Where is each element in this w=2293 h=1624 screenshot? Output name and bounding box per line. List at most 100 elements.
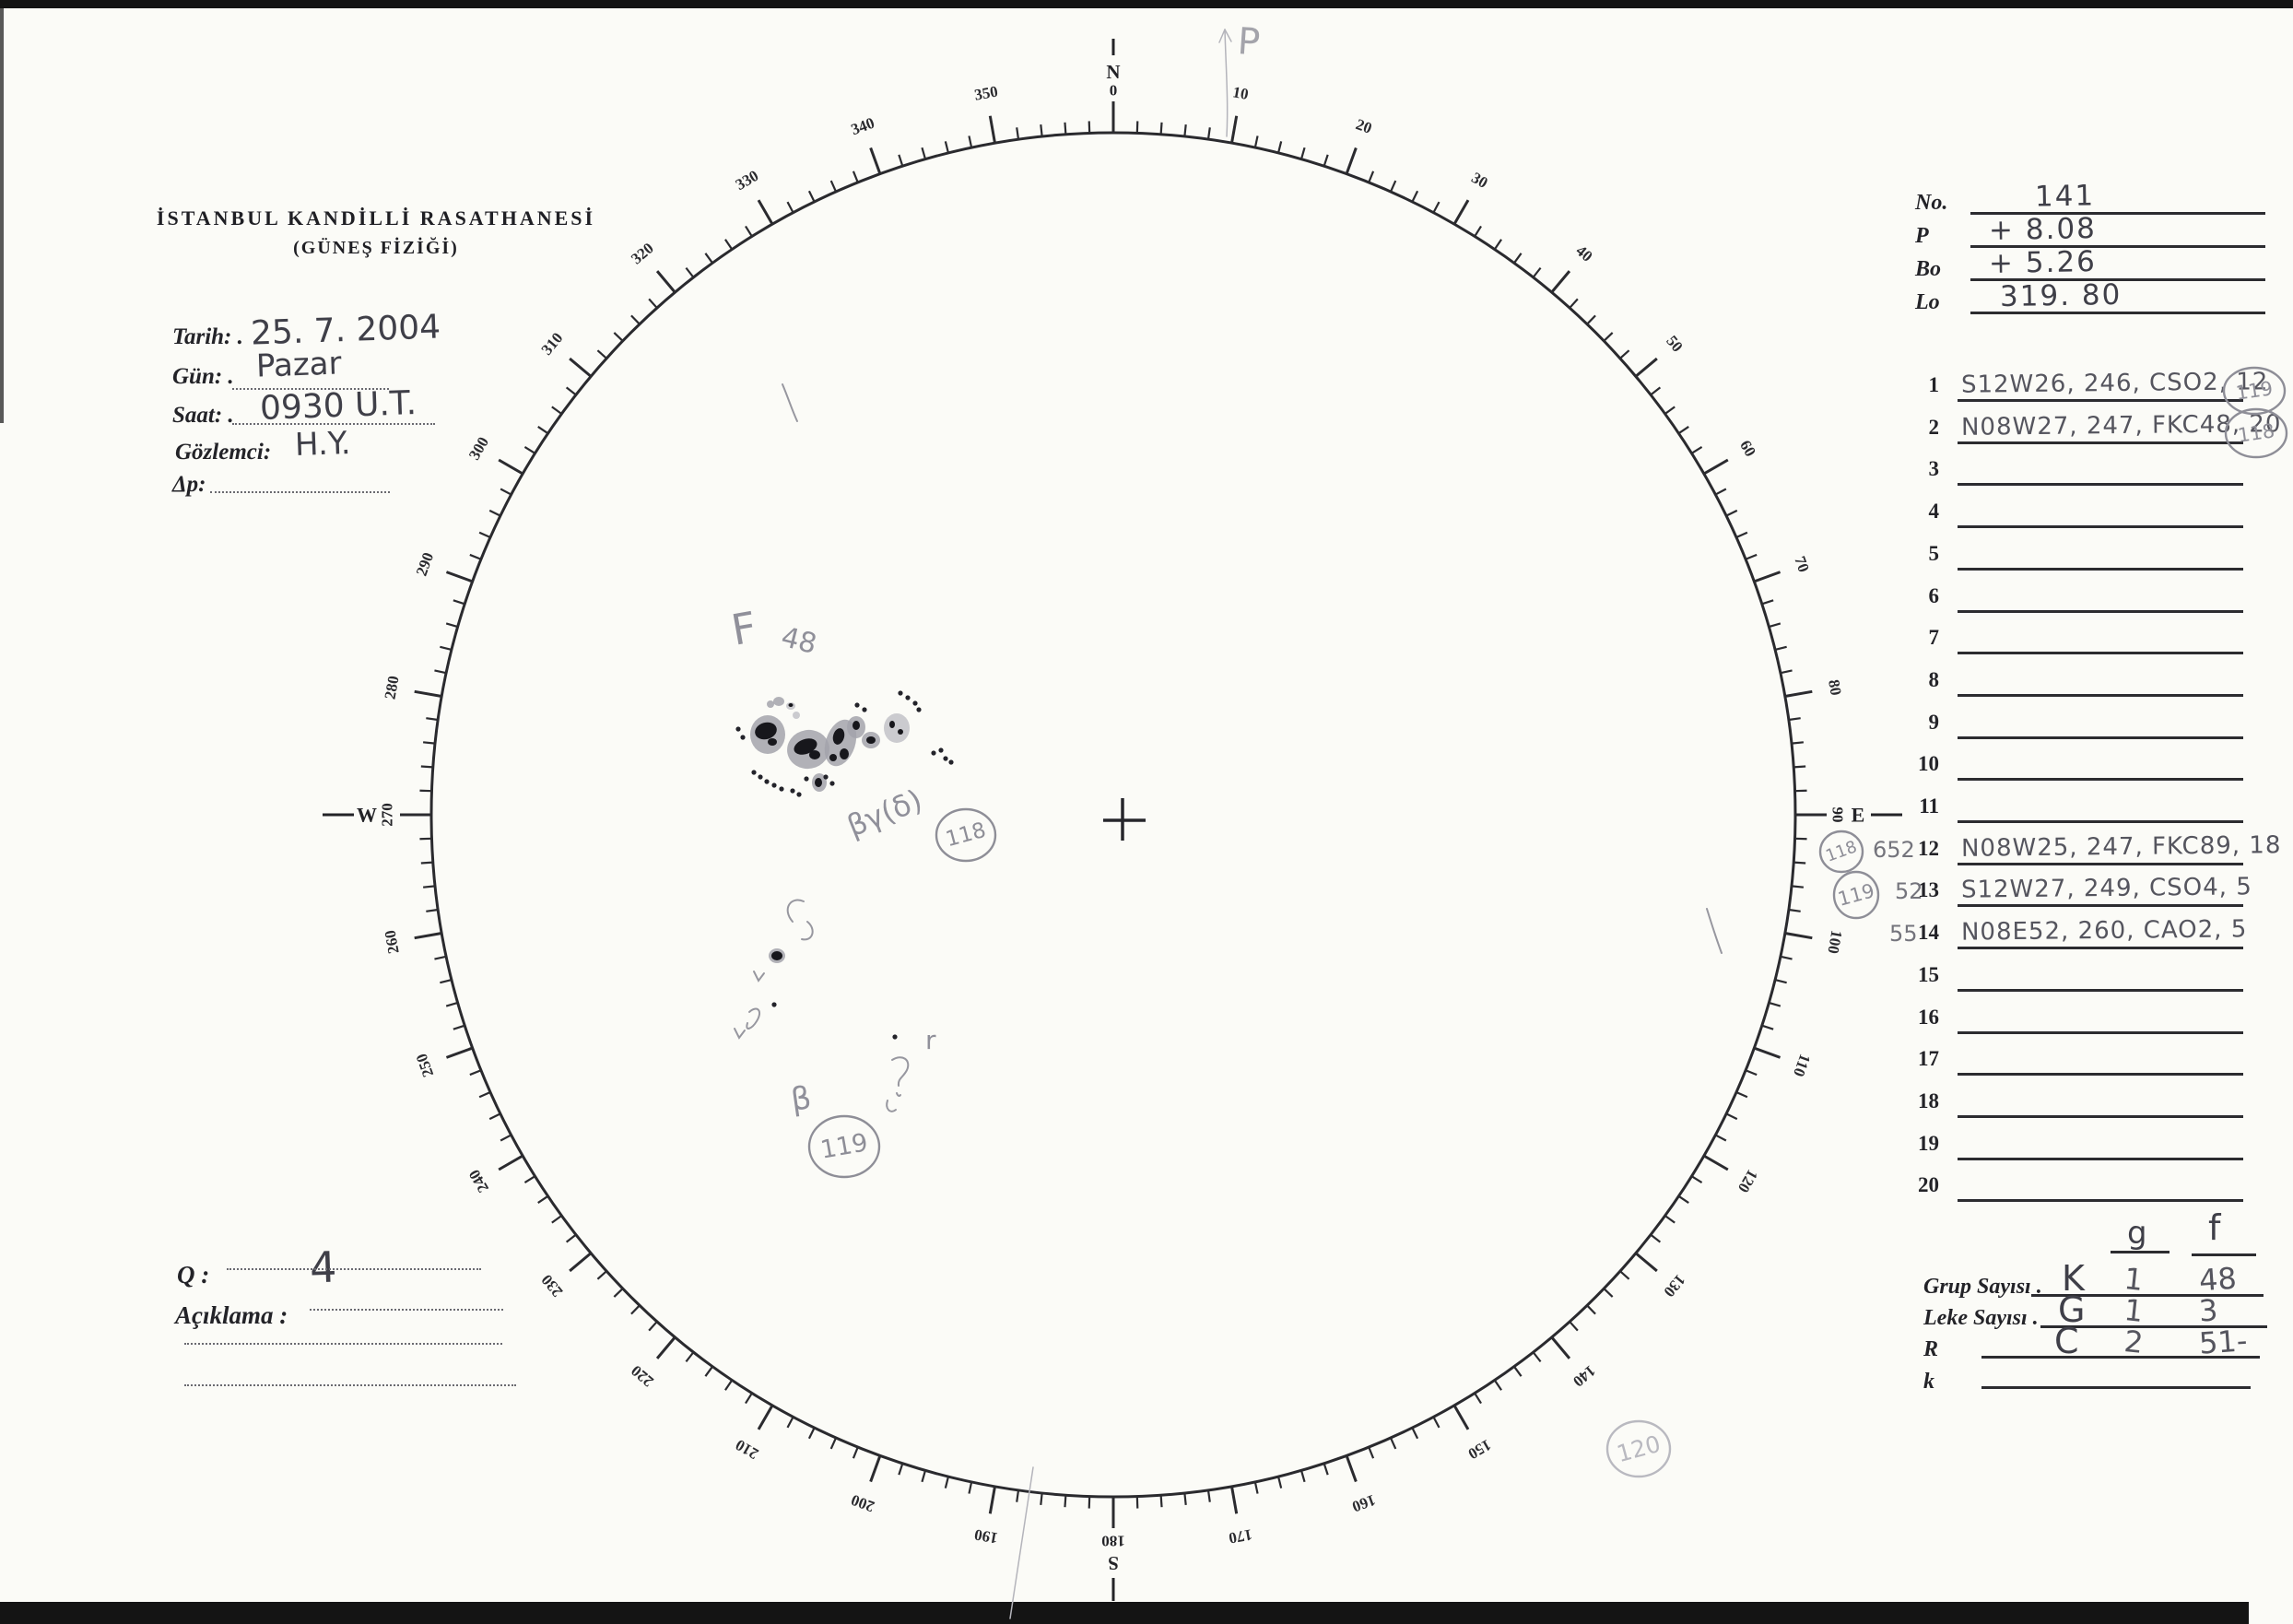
dial-tick [829,1437,838,1450]
sunspot-umbra [755,722,777,740]
row-number: 5 [1928,542,1940,565]
dial-tick [1532,266,1542,278]
dial-degree-label: 340 [849,114,876,139]
dial-tick [1769,1001,1781,1007]
dial-degree-label: 310 [538,329,567,359]
ephemeris-label-P: P [1915,224,1929,248]
dial-tick [445,1001,458,1007]
south-cardinal-label: S [1108,1552,1119,1574]
dial-tick [434,955,447,960]
dial-tick [898,154,904,167]
dial-tick [1664,406,1676,415]
row-number: 11 [1919,794,1939,818]
dial-degree-label: 160 [1350,1491,1378,1516]
row-number: 18 [1918,1089,1939,1112]
dial-tick [745,225,753,238]
dial-tick [469,553,482,560]
small-r-annotation: r [925,1025,936,1055]
dial-tick [1569,1321,1579,1332]
dial-degree-label: 330 [733,167,762,194]
dial-tick [1230,1486,1239,1514]
row-line [1958,820,2243,823]
dial-tick [1714,1134,1727,1142]
dial-tick [704,1366,713,1377]
west-degree-label: 270 [379,803,396,827]
dial-tick [1769,622,1781,629]
circled-group-number-outline [1605,1419,1672,1478]
dial-tick [1206,127,1211,140]
ephemeris-label-Lo: Lo [1915,290,1940,314]
dial-tick [1513,1366,1523,1377]
row-number: 19 [1918,1132,1939,1155]
dial-tick [1532,1351,1542,1363]
dial-tick [1323,154,1329,167]
row-number: 15 [1918,963,1939,986]
dial-degree-label: 80 [1825,678,1845,697]
sunspot-umbra [889,721,895,728]
row-line [1958,1073,2243,1076]
dial-tick [1753,1046,1781,1059]
dial-tick [648,1321,658,1332]
dial-tick [1345,1454,1358,1483]
dial-tick [944,1476,950,1489]
dial-tick [1745,553,1758,560]
sunspot-penumbra [767,700,774,708]
dial-tick [1586,1304,1596,1315]
row-number: 9 [1928,711,1940,734]
dial-tick [869,147,882,175]
dial-tick [1603,1288,1614,1298]
notes-dotted-line-2 [184,1384,516,1386]
dial-tick [1183,124,1187,137]
row-left-note: 55 [1889,921,1918,947]
dial-tick [478,531,491,539]
dial-tick [685,1351,695,1363]
summary-col-header-g: g [2127,1215,2147,1252]
row-number: 20 [1918,1173,1939,1196]
sunspot-pore [740,735,746,740]
dial-tick [478,1090,491,1099]
dial-tick [426,908,439,912]
row-number: 17 [1918,1047,1939,1070]
dial-tick [1493,1379,1502,1391]
pencil-stroke [746,1007,760,1030]
row-left-note: 652 [1873,837,1915,863]
dial-tick [1569,298,1579,309]
dial-tick [968,1481,973,1494]
dial-degree-label: 210 [733,1436,762,1463]
dial-tick [488,509,501,517]
sunspot-pore [905,695,911,700]
row-line [1958,736,2243,739]
dial-tick [1664,1215,1676,1224]
row-number: 7 [1928,626,1940,649]
dial-tick [1634,357,1658,378]
dial-tick [1411,190,1419,203]
dial-tick [1064,122,1067,135]
dial-tick [1452,199,1470,225]
dial-tick [1788,908,1801,912]
dial-tick [757,199,774,225]
dial-tick [1183,1492,1187,1505]
circled-group-number: 120 [1614,1430,1664,1467]
dial-tick [1791,885,1804,888]
dial-tick [968,135,973,148]
ephemeris-label-No: No. [1915,191,1948,215]
ephemeris-label-Bo: Bo [1915,257,1942,281]
dial-tick [1493,239,1502,251]
dial-tick [434,669,447,675]
dial-tick [537,426,549,435]
circled-group-number: 118 [943,818,988,852]
ephemeris-line [1970,278,2265,281]
notes-dotted-line-1 [184,1343,502,1345]
dial-tick [488,1112,501,1121]
dial-tick [1793,861,1806,865]
sunspot-pore [948,759,954,765]
dial-degree-label: 150 [1465,1436,1495,1463]
sunspot-pore [943,756,948,761]
pencil-stroke [896,1092,901,1098]
dial-degree-label: 260 [382,929,403,955]
dial-tick [1725,1112,1738,1121]
sunspot-umbra [829,754,837,761]
sunspot-pore [771,1002,777,1007]
dial-tick [537,1194,549,1204]
